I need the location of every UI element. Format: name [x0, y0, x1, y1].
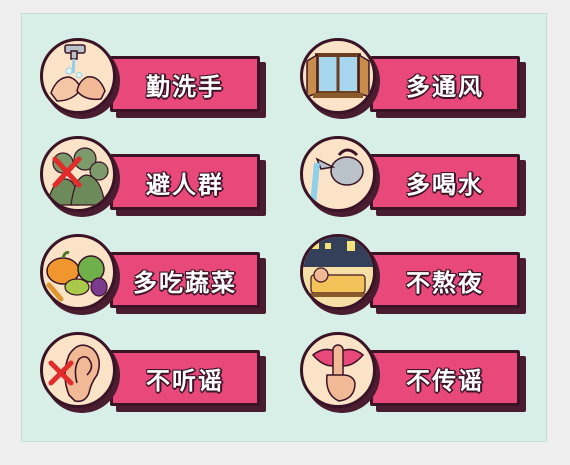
tip-drink-water: 多喝水 — [292, 130, 532, 220]
lips-shush-icon — [300, 332, 376, 408]
tip-label: 避人群 — [146, 170, 224, 199]
tip-label-bar: 多喝水 — [370, 154, 520, 210]
tip-label-bar: 不听谣 — [110, 350, 260, 406]
night-sleep-icon — [300, 234, 376, 310]
tip-eat-vegetables: 多吃蔬菜 — [32, 228, 272, 318]
tip-no-spreading-rumors: 不传谣 — [292, 326, 532, 416]
tip-label: 勤洗手 — [146, 72, 224, 101]
tip-label: 不熬夜 — [406, 268, 484, 297]
tip-label: 不传谣 — [406, 366, 484, 395]
ear-crossed-icon — [40, 332, 116, 408]
tip-label: 多喝水 — [406, 170, 484, 199]
tip-wash-hands: 勤洗手 — [32, 32, 272, 122]
tip-label-bar: 不传谣 — [370, 350, 520, 406]
health-tips-poster: 勤洗手 多通风 — [22, 14, 546, 441]
tip-label: 不听谣 — [146, 366, 224, 395]
open-window-icon — [300, 38, 376, 114]
tip-ignore-rumors: 不听谣 — [32, 326, 272, 416]
tip-label-bar: 不熬夜 — [370, 252, 520, 308]
tip-no-late-nights: 不熬夜 — [292, 228, 532, 318]
vegetables-icon — [40, 234, 116, 310]
tip-label: 多吃蔬菜 — [133, 268, 237, 297]
tip-label-bar: 勤洗手 — [110, 56, 260, 112]
tip-ventilation: 多通风 — [292, 32, 532, 122]
crowd-crossed-icon — [40, 136, 116, 212]
tip-label-bar: 多通风 — [370, 56, 520, 112]
tip-label: 多通风 — [406, 72, 484, 101]
kettle-pouring-icon — [300, 136, 376, 212]
tip-avoid-crowds: 避人群 — [32, 130, 272, 220]
tip-label-bar: 多吃蔬菜 — [110, 252, 260, 308]
tip-label-bar: 避人群 — [110, 154, 260, 210]
hand-washing-icon — [40, 38, 116, 114]
